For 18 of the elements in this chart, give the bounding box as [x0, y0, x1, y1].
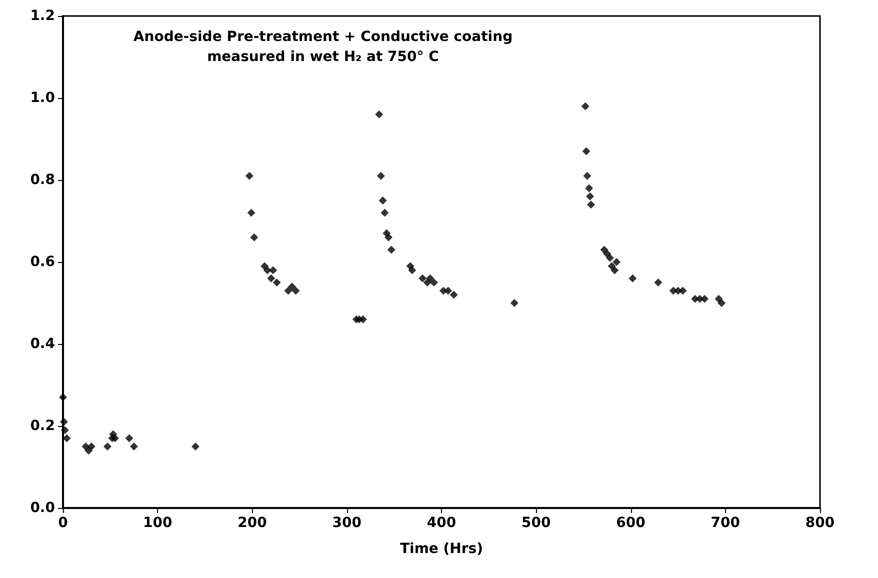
x-tick-label: 700 — [710, 515, 740, 531]
x-tick-label: 500 — [522, 515, 551, 531]
x-tick-label: 0 — [58, 515, 68, 531]
text: Anode-side Pre-treatment + Conductive coating measured in wet H₂ at 750° C — [133, 29, 513, 65]
y-tick-label: 1.2 — [30, 8, 55, 24]
y-tick-label: 0.8 — [30, 172, 55, 188]
y-tick-label: 0.2 — [30, 418, 55, 434]
x-tick-label: 200 — [238, 515, 268, 531]
x-tick-label: 100 — [143, 515, 172, 531]
x-axis-title: Time (Hrs) — [400, 541, 484, 557]
y-tick-label: 0.0 — [30, 500, 56, 516]
x-tick-label: 600 — [616, 515, 646, 531]
x-tick-label: 800 — [805, 515, 835, 531]
x-tick-label: 300 — [332, 515, 362, 531]
x-tick-label: 400 — [426, 515, 456, 531]
y-tick-label: 0.6 — [30, 254, 55, 270]
y-tick-label: 0.4 — [30, 336, 56, 352]
y-tick-label: 1.0 — [30, 90, 56, 106]
